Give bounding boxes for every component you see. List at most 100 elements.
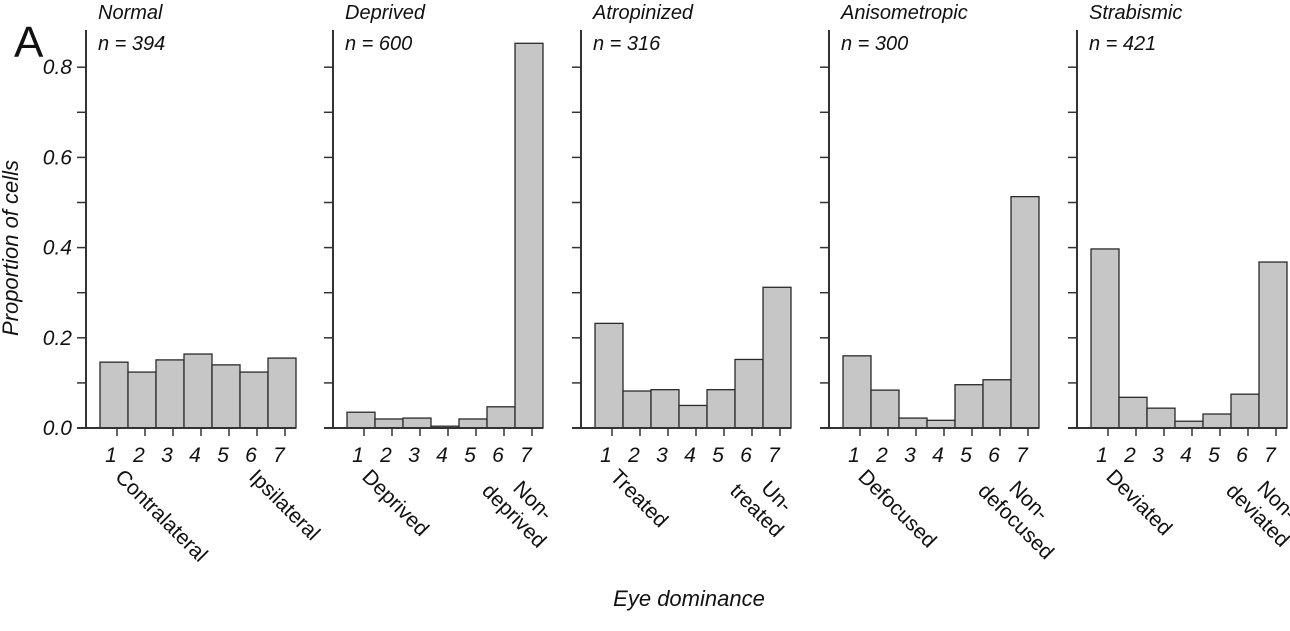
x-tick-label: 3 (161, 444, 173, 467)
bar (898, 417, 928, 429)
bar (127, 371, 157, 429)
end-label-right: Un-treated (725, 477, 796, 542)
end-label-left: Treated (605, 465, 672, 532)
x-tick-label: 4 (684, 444, 696, 467)
y-tick-label: 0.8 (43, 56, 73, 79)
panel-n-label: n = 421 (1089, 33, 1156, 55)
end-label-line: Treated (605, 465, 672, 532)
x-tick-label: 5 (960, 444, 972, 467)
y-axis-label: Proportion of cells (0, 160, 23, 336)
bar (622, 390, 652, 429)
end-label-right: Ipsilateral (244, 465, 324, 545)
bar (155, 359, 185, 429)
bar (183, 353, 213, 429)
bar (1230, 393, 1260, 429)
end-label-right: Non-deviated (1221, 477, 1290, 552)
x-tick-label: 6 (1236, 444, 1248, 467)
bar (267, 357, 297, 429)
end-label-line: Ipsilateral (244, 465, 324, 545)
x-tick-label: 7 (768, 444, 781, 467)
x-axis-label: Eye dominance (613, 586, 765, 611)
bar (402, 417, 432, 429)
bar (954, 384, 984, 429)
bar (706, 389, 736, 429)
end-label-left: Deprived (357, 465, 433, 541)
bar (458, 418, 488, 429)
bar (1010, 195, 1040, 429)
panel-letter: A (14, 18, 44, 67)
x-tick-label: 3 (656, 444, 668, 467)
bar (1118, 396, 1148, 429)
panel-strabismic: Strabismic n = 421 1 2 3 4 5 6 7 Deviated Non-devi… (1068, 2, 1290, 552)
panel-normal: Normal n = 394 0.0 0.2 0.4 0.6 0.8 1 2 3 4 5 6 7 Contr… (43, 2, 324, 567)
bar (374, 418, 404, 429)
x-tick-label: 7 (1016, 444, 1029, 467)
x-tick-label: 6 (988, 444, 1000, 467)
x-tick-label: 1 (848, 444, 860, 467)
panel-n-label: n = 316 (593, 33, 661, 55)
x-tick-label: 3 (904, 444, 916, 467)
x-tick-label: 1 (352, 444, 364, 467)
bar (239, 371, 269, 429)
x-tick-label: 1 (600, 444, 612, 467)
x-tick-label: 5 (464, 444, 476, 467)
bar (982, 379, 1012, 429)
end-label-line: Deviated (1101, 465, 1176, 540)
bar (211, 364, 241, 429)
x-tick-label: 6 (740, 444, 752, 467)
panel-n-label: n = 300 (841, 33, 908, 55)
bar (842, 355, 872, 429)
end-label-right: Non-defocused (973, 477, 1058, 565)
bar (514, 42, 544, 429)
bar (734, 358, 764, 429)
x-tick-label: 5 (217, 444, 229, 467)
panel-deprived: Deprived n = 600 1 2 3 4 5 6 7 Deprived Non-depriv… (324, 2, 557, 553)
bar (1146, 407, 1176, 429)
bar (870, 389, 900, 429)
bar (1258, 261, 1288, 429)
end-label-left: Contralateral (110, 465, 211, 566)
x-tick-label: 4 (1180, 444, 1192, 467)
end-label-line: Deprived (357, 465, 433, 541)
x-tick-label: 4 (932, 444, 944, 467)
bar (1090, 248, 1120, 429)
x-tick-label: 2 (875, 444, 888, 467)
panel-anisometropic: Anisometropic n = 300 1 2 3 4 5 6 7 Defocused Non-… (820, 2, 1058, 565)
bar (486, 406, 516, 429)
bar (678, 404, 708, 429)
x-tick-label: 1 (105, 444, 117, 467)
x-tick-label: 6 (245, 444, 257, 467)
x-tick-label: 2 (1123, 444, 1136, 467)
x-tick-label: 2 (379, 444, 392, 467)
bar (594, 322, 624, 429)
bar (346, 411, 376, 429)
end-label-line: Defocused (853, 465, 940, 552)
panel-atropinized: Atropinized n = 316 1 2 3 4 5 6 7 Treated Un-treat… (572, 2, 797, 542)
panel-title: Atropinized (592, 2, 694, 24)
bar (1202, 413, 1232, 429)
bar (762, 286, 792, 429)
end-label-line: Contralateral (110, 465, 211, 566)
x-tick-label: 5 (1208, 444, 1220, 467)
x-tick-label: 7 (520, 444, 533, 467)
panel-title: Anisometropic (840, 2, 968, 24)
x-tick-label: 3 (1152, 444, 1164, 467)
x-tick-label: 4 (436, 444, 448, 467)
bar (650, 389, 680, 429)
y-tick-label: 0.6 (43, 146, 73, 169)
panel-title: Strabismic (1089, 2, 1182, 24)
y-tick-label: 0.2 (43, 327, 73, 350)
panel-title: Normal (98, 2, 163, 24)
bar (1174, 420, 1204, 429)
end-label-left: Defocused (853, 465, 940, 552)
panel-n-label: n = 394 (98, 33, 165, 55)
end-label-right: Non-deprived (477, 477, 557, 553)
y-tick-label: 0.0 (43, 417, 73, 440)
x-tick-label: 2 (132, 444, 145, 467)
x-tick-label: 2 (627, 444, 640, 467)
x-tick-label: 6 (492, 444, 504, 467)
x-tick-label: 1 (1096, 444, 1108, 467)
panel-n-label: n = 600 (345, 33, 412, 55)
x-tick-label: 3 (408, 444, 420, 467)
